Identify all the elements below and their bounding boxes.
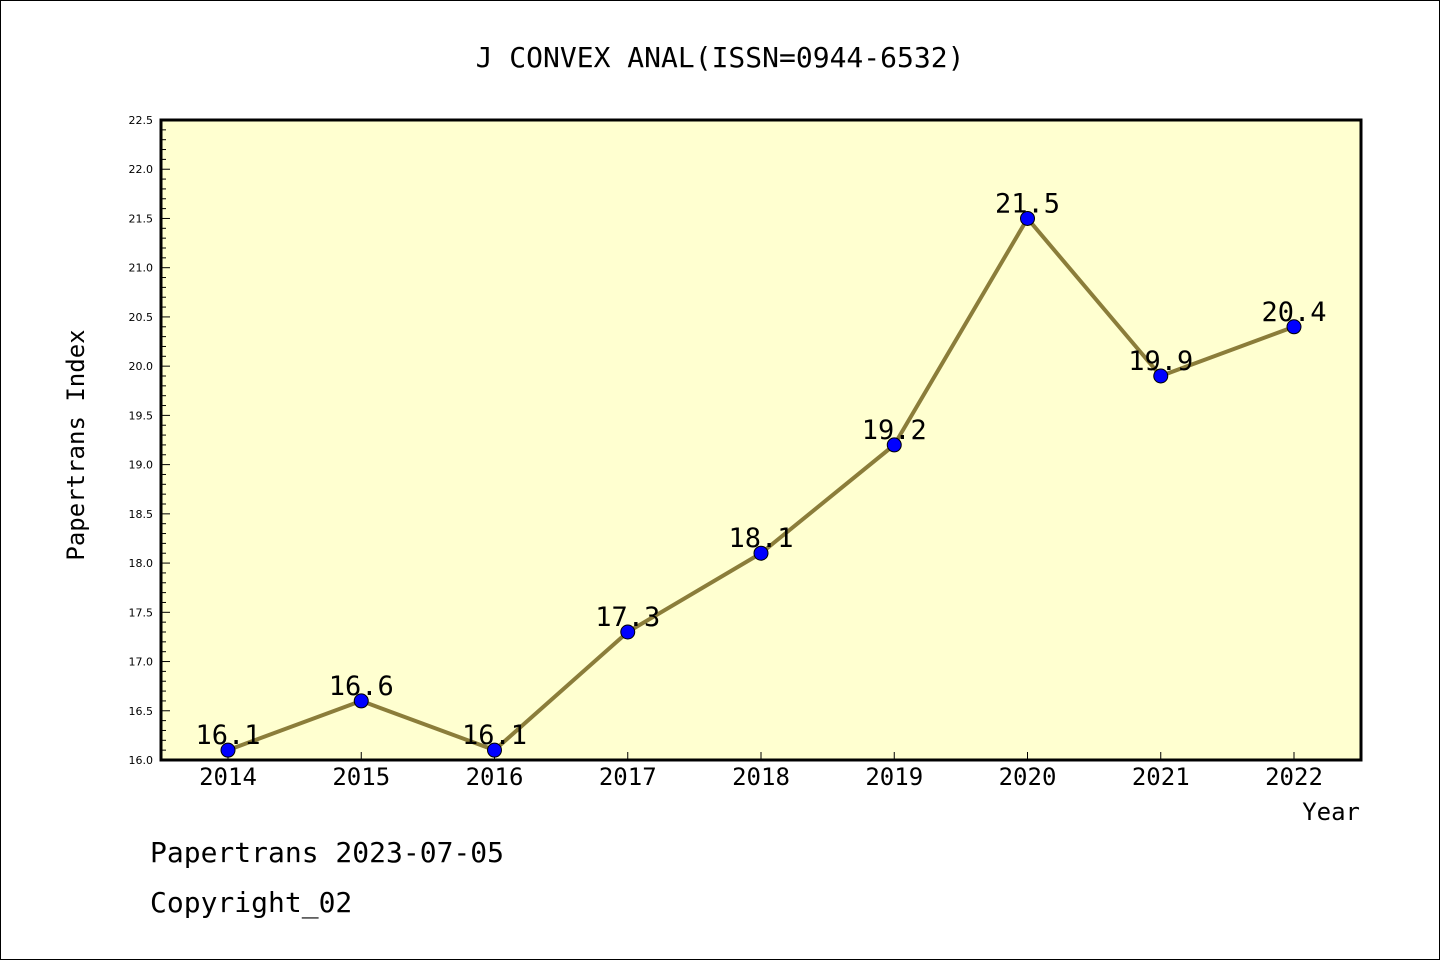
y-tick-label: 22.5 — [129, 114, 154, 127]
data-point — [886, 437, 902, 453]
y-tick-label: 17.5 — [129, 606, 154, 619]
data-point — [1286, 319, 1302, 335]
x-tick-label: 2022 — [1265, 763, 1323, 791]
footer-date-line: Papertrans 2023-07-05 — [150, 836, 505, 869]
chart-title: J CONVEX ANAL(ISSN=0944-6532) — [476, 41, 965, 74]
x-tick-label: 2016 — [466, 763, 524, 791]
data-label: 16.6 — [329, 671, 394, 702]
y-tick-label: 19.5 — [129, 409, 154, 422]
data-point — [487, 742, 502, 758]
x-axis-label: Year — [1302, 798, 1360, 826]
y-tick-label: 21.5 — [129, 212, 154, 225]
y-tick-label: 18.0 — [129, 557, 154, 570]
plot-area — [159, 118, 1363, 762]
data-point — [753, 545, 769, 561]
data-label: 20.4 — [1261, 297, 1326, 328]
x-tick-label: 2018 — [732, 763, 790, 791]
x-tick-label: 2019 — [865, 763, 923, 791]
x-axis: 2014 2015 2016 2017 2018 2019 2020 2021 2022 — [199, 752, 1323, 791]
y-tick-label: 21.0 — [129, 262, 154, 275]
x-tick-label: 2015 — [332, 763, 390, 791]
data-label: 16.1 — [195, 720, 260, 751]
y-axis: 16.0 16.5 17.0 17.5 18.0 18.5 19.0 19.5 20.0 20.5… — [129, 114, 170, 767]
x-tick-label: 2021 — [1132, 763, 1190, 791]
y-tick-label: 16.0 — [129, 754, 154, 767]
y-tick-label: 16.5 — [129, 705, 154, 718]
x-tick-label: 2020 — [999, 763, 1057, 791]
y-tick-label: 18.5 — [129, 508, 154, 521]
data-label: 21.5 — [995, 188, 1060, 219]
y-tick-label: 20.0 — [129, 360, 154, 373]
data-label: 19.2 — [862, 415, 927, 446]
data-label: 18.1 — [728, 523, 793, 554]
footer-copyright: Copyright_02 — [150, 886, 353, 919]
data-label: 16.1 — [462, 720, 527, 751]
data-point — [620, 624, 636, 640]
data-point — [353, 693, 369, 709]
y-tick-label: 19.0 — [129, 459, 154, 472]
y-tick-label: 20.5 — [129, 311, 154, 324]
data-point — [1020, 210, 1035, 226]
x-tick-label: 2017 — [599, 763, 657, 791]
data-label: 19.9 — [1128, 346, 1193, 377]
y-axis-label: Papertrans Index — [62, 329, 90, 560]
data-label: 17.3 — [595, 602, 660, 633]
x-tick-label: 2014 — [199, 763, 257, 791]
y-tick-label: 17.0 — [129, 656, 154, 669]
series-line-group: 16.1 16.6 16.1 17.3 18.1 19.2 21.5 19.9 20.4 — [195, 188, 1327, 758]
data-point — [1153, 368, 1169, 384]
y-tick-label: 22.0 — [129, 163, 154, 176]
data-point — [220, 742, 236, 758]
